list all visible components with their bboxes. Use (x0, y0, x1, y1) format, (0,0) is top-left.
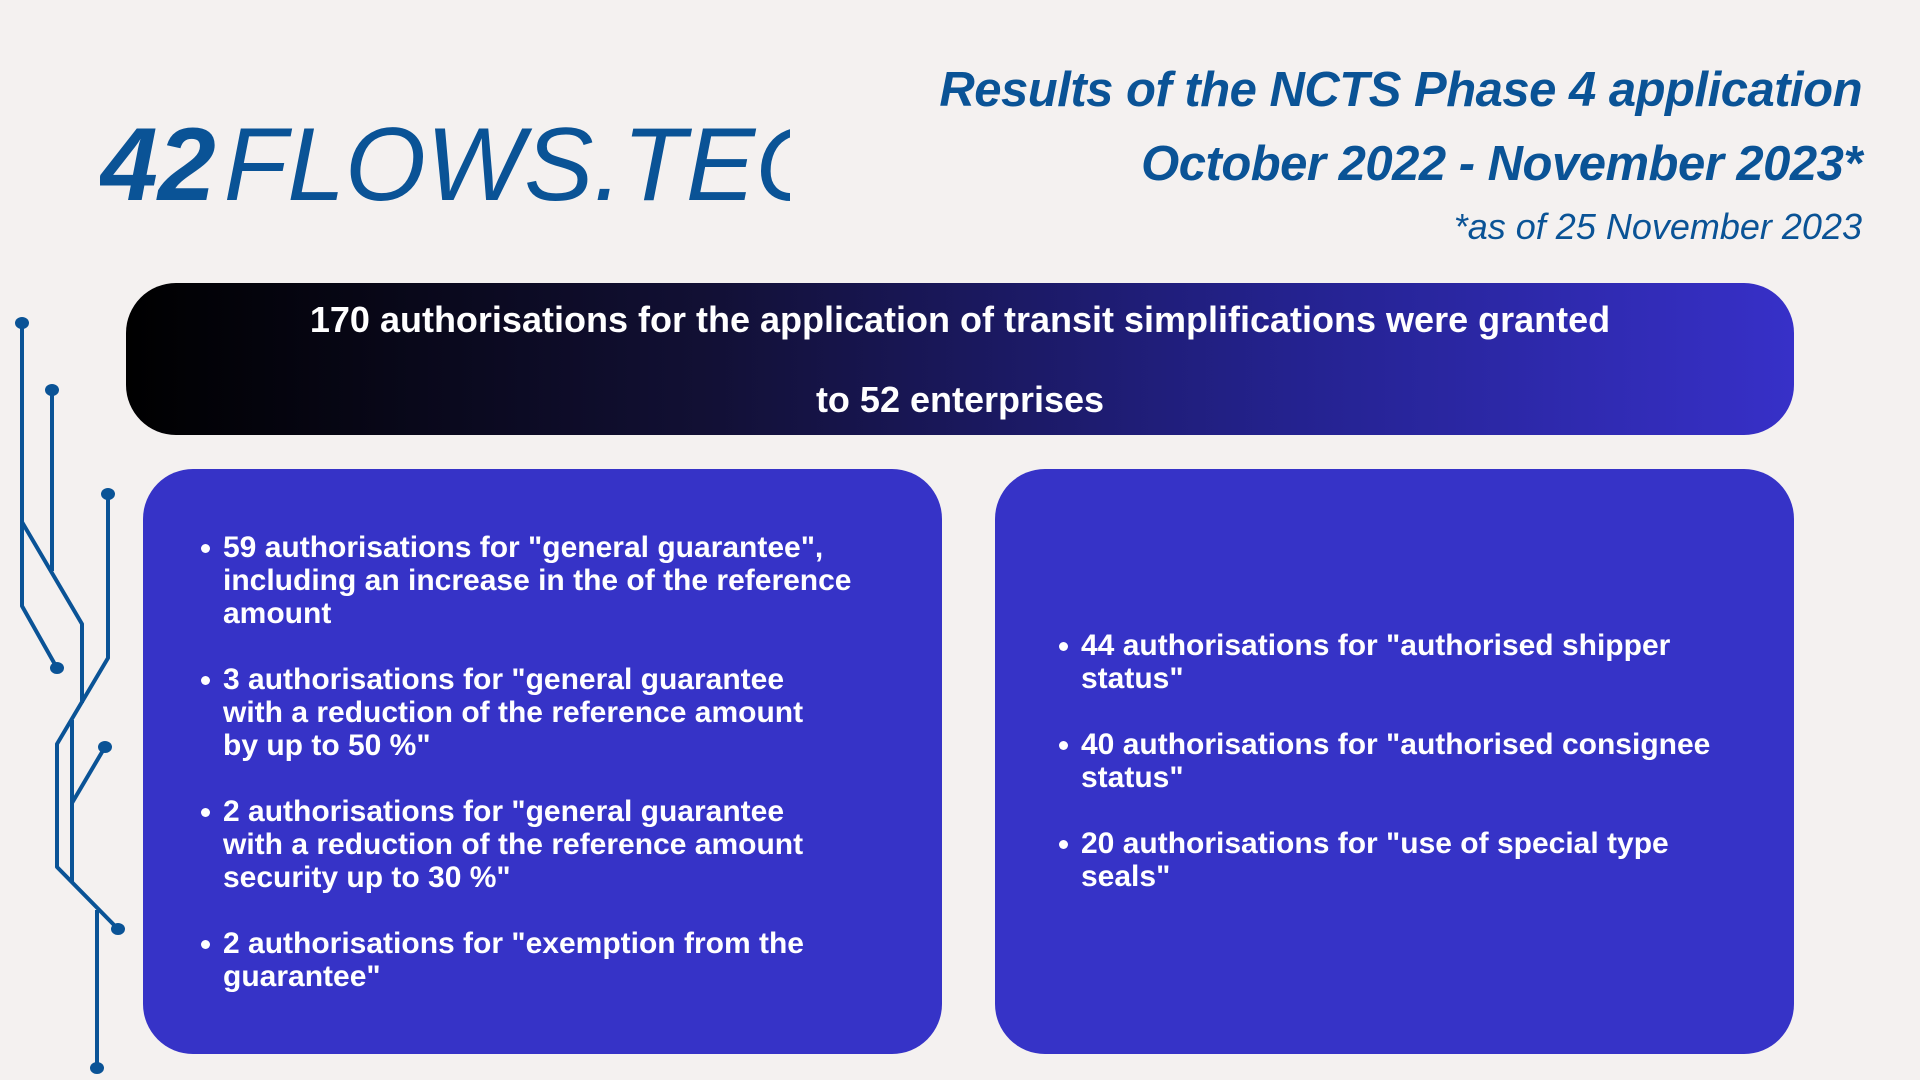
logo-light-text: FLOWS.TECH (224, 107, 790, 220)
list-item-line: 3 authorisations for "general guarantee (223, 663, 785, 696)
list-item-line: guarantee" (223, 960, 381, 993)
list-item-line: status" (1081, 662, 1184, 695)
page-title-line1: Results of the NCTS Phase 4 application (939, 63, 1862, 117)
bullet-icon (201, 544, 210, 553)
list-item: 3 authorisations for "general guarantee w… (201, 663, 852, 762)
status-authorisations-box: 44 authorisations for "authorised shippe… (995, 469, 1794, 1054)
footnote: *as of 25 November 2023 (1453, 206, 1862, 247)
list-item-line: security up to 30 %" (223, 861, 511, 894)
page-title-line2: October 2022 - November 2023* (1141, 137, 1862, 191)
list-item-line: 2 authorisations for "general guarantee (223, 795, 785, 828)
list-item: 20 authorisations for "use of special ty… (1059, 827, 1710, 893)
banner-line1: 170 authorisations for the application o… (309, 299, 1611, 340)
right-bullet-list: 44 authorisations for "authorised shippe… (1059, 629, 1711, 926)
list-item-line: status" (1081, 761, 1184, 794)
list-item-line: including an increase in the of the refe… (223, 564, 852, 597)
svg-text:42FLOWS.TECH: 42FLOWS.TECH (100, 107, 790, 220)
list-item-line: with a reduction of the reference amount (223, 696, 804, 729)
list-item-line: 44 authorisations for "authorised shippe… (1081, 629, 1671, 662)
bullet-icon (201, 676, 210, 685)
list-item: 2 authorisations for "general guarantee w… (201, 795, 852, 894)
list-item: 40 authorisations for "authorised consig… (1059, 728, 1711, 794)
left-bullet-list: 59 authorisations for "general guarantee… (201, 531, 852, 1026)
list-item-line: 59 authorisations for "general guarantee… (223, 531, 824, 564)
list-item-line: seals" (1081, 860, 1171, 893)
list-item-line: with a reduction of the reference amount (223, 828, 804, 861)
list-item-line: by up to 50 %" (223, 729, 431, 762)
logo-42flows-tech: 42FLOWS.TECH (100, 107, 790, 220)
banner-line2: to 52 enterprises (815, 379, 1105, 420)
list-item-line: 20 authorisations for "use of special ty… (1081, 827, 1669, 860)
list-item-line: amount (223, 597, 332, 630)
bullet-icon (201, 940, 210, 949)
bullet-icon (1059, 840, 1068, 849)
list-item-line: 2 authorisations for "exemption from the (223, 927, 804, 960)
list-item: 44 authorisations for "authorised shippe… (1059, 629, 1710, 695)
list-item: 2 authorisations for "exemption from the… (201, 927, 852, 993)
bullet-icon (201, 808, 210, 817)
guarantee-authorisations-box: 59 authorisations for "general guarantee… (143, 469, 942, 1054)
circuit-decoration-icon (15, 317, 125, 1074)
list-item: 59 authorisations for "general guarantee… (201, 531, 852, 630)
logo-bold-text: 42 (100, 107, 216, 220)
summary-banner: 170 authorisations for the application o… (126, 283, 1794, 435)
bullet-icon (1059, 741, 1068, 750)
bullet-icon (1059, 642, 1068, 651)
list-item-line: 40 authorisations for "authorised consig… (1081, 728, 1711, 761)
